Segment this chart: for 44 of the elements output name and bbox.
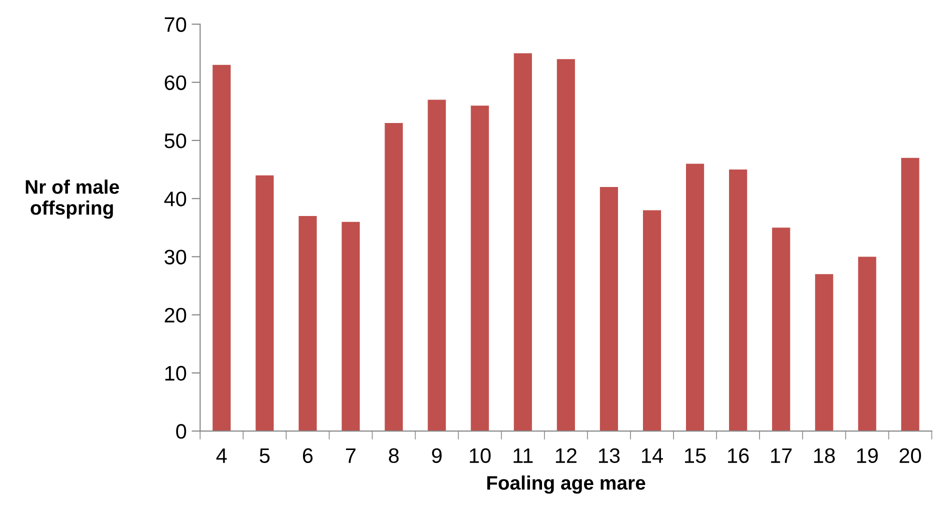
x-tick-label: 18 bbox=[814, 448, 835, 464]
bar bbox=[428, 100, 446, 432]
x-axis-title: Foaling age mare bbox=[487, 475, 646, 494]
x-tick-label: 16 bbox=[728, 448, 749, 464]
y-tick-label: 40 bbox=[164, 192, 186, 206]
bar bbox=[384, 123, 403, 432]
bar bbox=[686, 164, 704, 432]
bar bbox=[600, 186, 618, 432]
x-tick-label: 17 bbox=[771, 448, 792, 463]
bar bbox=[470, 106, 489, 432]
x-tick-label: 20 bbox=[900, 448, 921, 464]
bar bbox=[815, 274, 834, 432]
y-tick-label: 30 bbox=[164, 250, 186, 264]
y-tick-label: 50 bbox=[164, 133, 186, 148]
bar bbox=[772, 228, 790, 432]
x-tick-label: 9 bbox=[432, 448, 442, 464]
bar bbox=[342, 222, 360, 432]
x-tick-label: 13 bbox=[598, 448, 620, 464]
x-tick-label: 7 bbox=[346, 448, 356, 463]
bar bbox=[901, 158, 920, 432]
x-tick-label: 4 bbox=[216, 448, 227, 463]
x-tick-label: 15 bbox=[685, 448, 706, 464]
bar bbox=[212, 64, 231, 432]
bar bbox=[729, 170, 748, 432]
bar bbox=[642, 210, 662, 432]
y-tick-label: 60 bbox=[164, 75, 186, 90]
bar bbox=[514, 53, 532, 432]
y-tick-label: 10 bbox=[165, 366, 186, 381]
x-tick-label: 8 bbox=[388, 448, 399, 464]
bar bbox=[298, 216, 317, 432]
x-tick-label: 14 bbox=[642, 448, 663, 463]
bar bbox=[556, 59, 575, 432]
x-tick-label: 12 bbox=[556, 448, 576, 463]
x-tick-label: 11 bbox=[514, 448, 533, 463]
y-tick-label: 20 bbox=[164, 308, 186, 323]
x-tick-label: 10 bbox=[470, 448, 491, 464]
bar bbox=[256, 175, 274, 432]
y-tick-label: 0 bbox=[176, 424, 186, 439]
x-tick-label: 5 bbox=[260, 448, 270, 464]
y-axis-title: Nr of male offspring bbox=[26, 180, 119, 219]
bar bbox=[858, 256, 876, 432]
x-tick-label: 19 bbox=[857, 448, 878, 464]
x-tick-label: 6 bbox=[302, 448, 313, 464]
y-tick-label: 70 bbox=[164, 17, 186, 32]
